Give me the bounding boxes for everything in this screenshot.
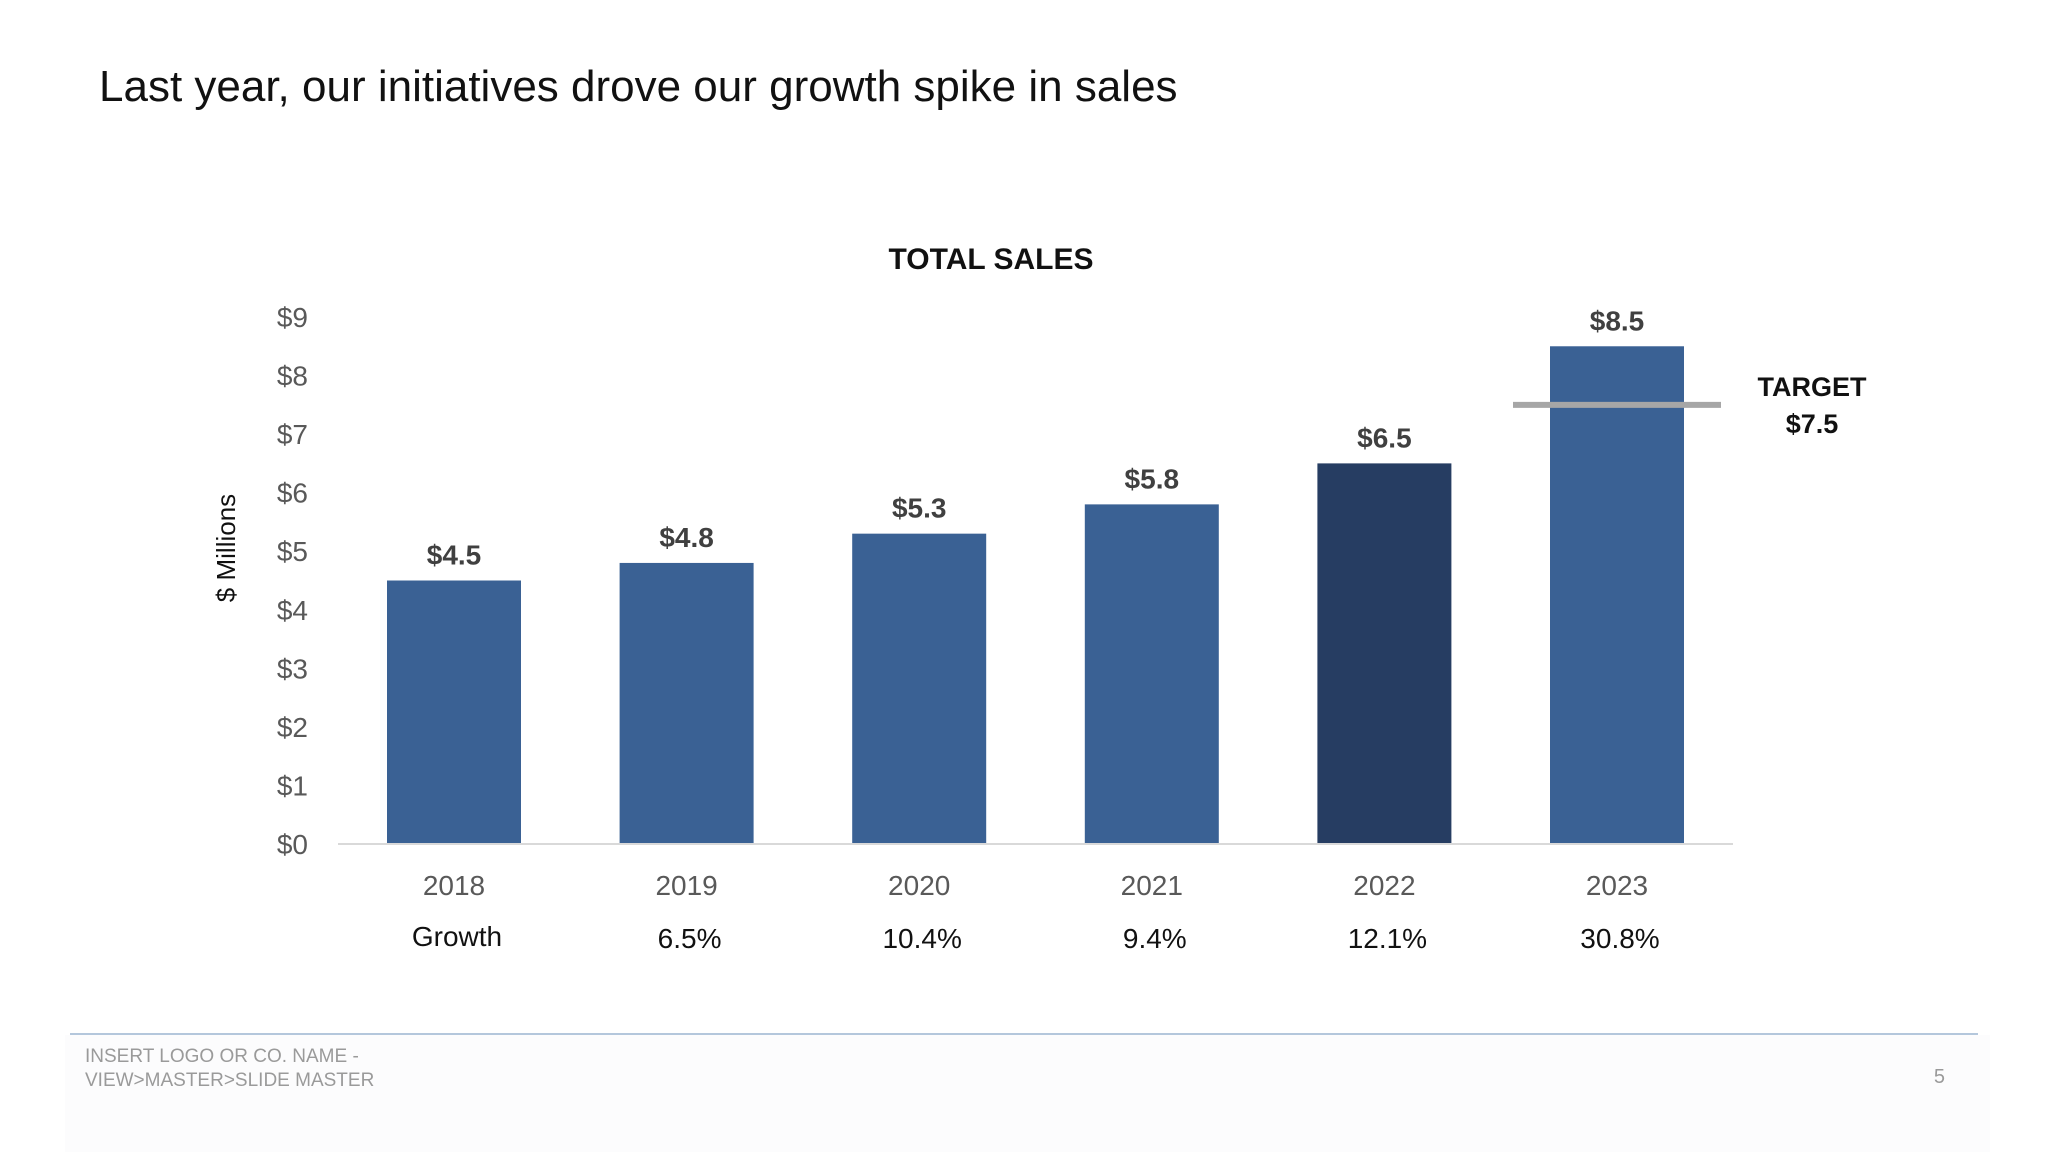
x-tick-label: 2022	[1353, 870, 1415, 901]
bars: $4.5 $4.8 $5.3 $5.8 $6.5 $8.5	[387, 305, 1684, 844]
data-label-2019: $4.8	[659, 522, 714, 553]
y-tick-label: $2	[277, 712, 308, 743]
y-tick-label: $3	[277, 653, 308, 684]
y-tick-label: $7	[277, 419, 308, 450]
bar-2018	[387, 580, 521, 844]
y-tick-label: $0	[277, 829, 308, 860]
data-label-2023: $8.5	[1590, 305, 1645, 336]
bar-2019	[619, 562, 754, 844]
y-tick-label: $4	[277, 595, 308, 626]
chart-title: TOTAL SALES	[888, 243, 1093, 276]
footer-divider	[70, 1033, 1978, 1035]
data-label-2020: $5.3	[892, 493, 947, 524]
x-tick-label: 2018	[423, 870, 485, 901]
page-number: 5	[1933, 1066, 1945, 1088]
x-tick-label: 2023	[1586, 870, 1648, 901]
x-tick-label: 2021	[1121, 870, 1183, 901]
data-label-2018: $4.5	[427, 540, 482, 571]
bar-2022	[1317, 463, 1452, 844]
growth-value: 6.5%	[658, 923, 722, 954]
footer-line-2: VIEW>MASTER>SLIDE MASTER	[85, 1070, 375, 1091]
growth-row-label: Growth	[412, 921, 502, 952]
growth-value: 9.4%	[1123, 923, 1187, 954]
footer-band	[65, 1035, 1990, 1152]
y-axis-ticks: $0 $1 $2 $3 $4 $5 $6 $7 $8 $9	[277, 302, 308, 860]
data-label-2022: $6.5	[1357, 422, 1412, 453]
target-group: TARGET $7.5	[1513, 372, 1867, 439]
y-axis-title: $ Millions	[211, 494, 241, 602]
slide-title: Last year, our initiatives drove our gro…	[99, 62, 1178, 111]
y-tick-label: $5	[277, 536, 308, 567]
growth-value: 10.4%	[882, 923, 961, 954]
growth-value: 30.8%	[1580, 923, 1659, 954]
x-axis-ticks: 2018 2019 2020 2021 2022 2023	[423, 870, 1648, 901]
growth-row: Growth 6.5% 10.4% 9.4% 12.1% 30.8%	[412, 921, 1660, 954]
y-tick-label: $1	[277, 770, 308, 801]
target-label: TARGET	[1758, 372, 1867, 402]
growth-value: 12.1%	[1348, 923, 1427, 954]
y-tick-label: $6	[277, 478, 308, 509]
bar-2023	[1550, 346, 1684, 844]
x-tick-label: 2020	[888, 870, 950, 901]
y-tick-label: $9	[277, 302, 308, 333]
data-label-2021: $5.8	[1125, 463, 1180, 494]
bar-2020	[852, 533, 987, 844]
x-tick-label: 2019	[655, 870, 717, 901]
footer-company-placeholder: INSERT LOGO OR CO. NAME - VIEW>MASTER>SL…	[85, 1045, 374, 1093]
footer-line-1: INSERT LOGO OR CO. NAME -	[85, 1046, 359, 1067]
y-tick-label: $8	[277, 361, 308, 392]
target-value: $7.5	[1786, 409, 1839, 439]
bar-2021	[1084, 504, 1219, 844]
